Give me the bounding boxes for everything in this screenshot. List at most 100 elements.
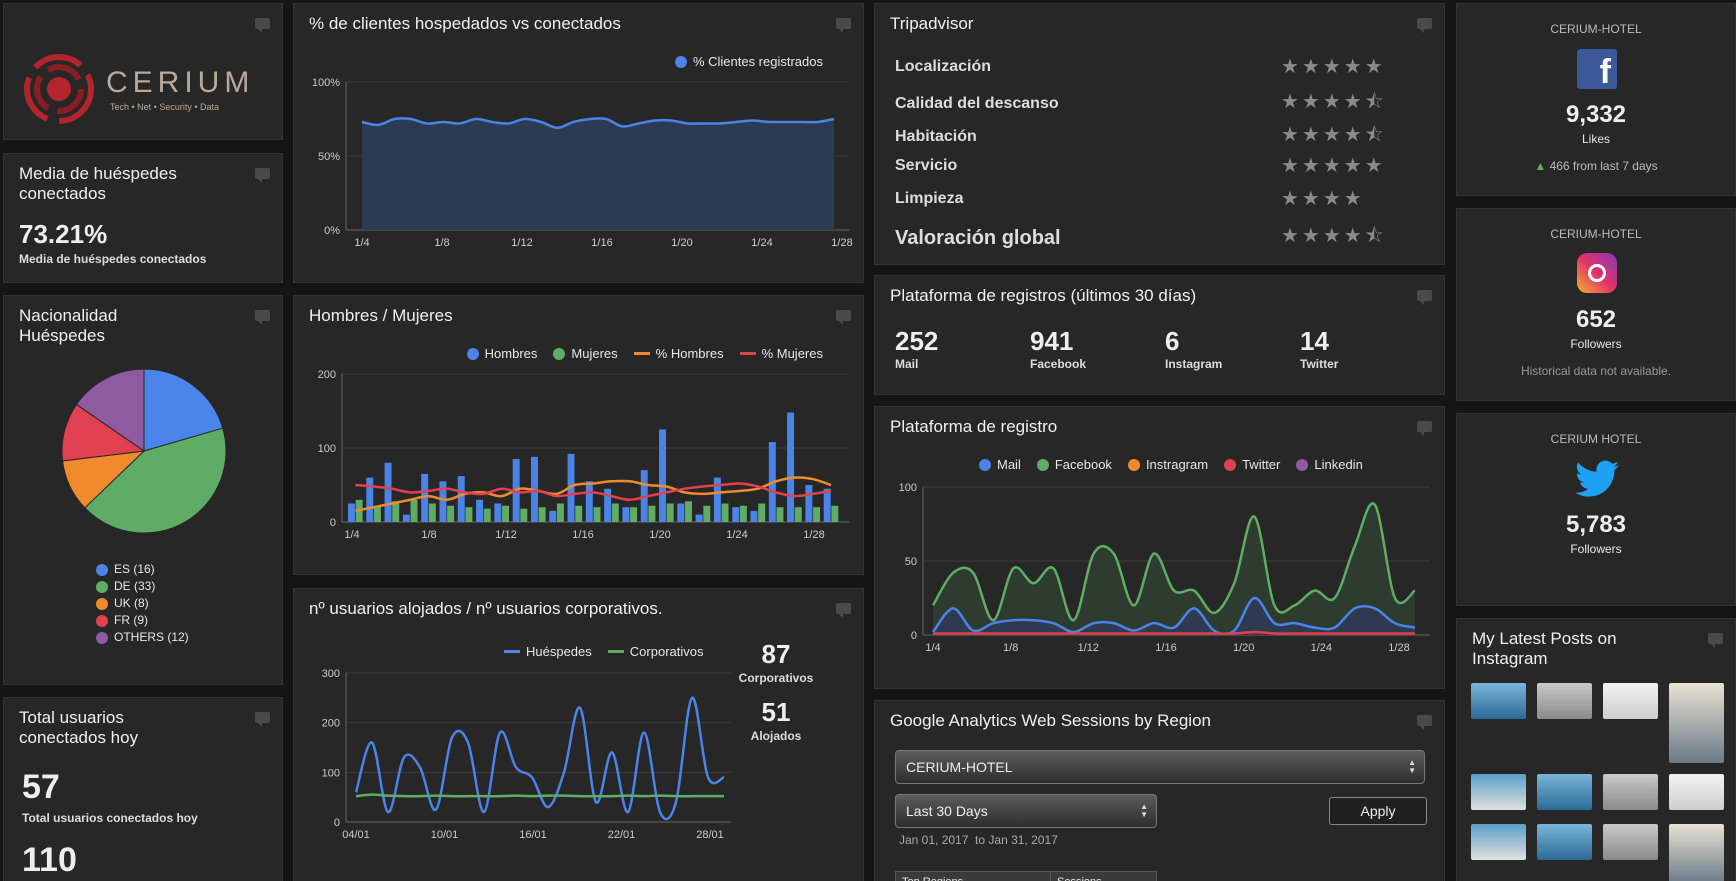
x-tick-label: 1/16 [572,529,593,541]
comment-icon[interactable] [255,168,270,183]
bar-hombres [622,507,630,522]
instagram-post-thumbnail[interactable] [1471,824,1526,860]
range-select[interactable]: Last 30 Days ▲ ▼ [895,794,1157,828]
aloj-value: 51 [761,697,791,727]
bar-mujeres [648,505,656,522]
comment-icon[interactable] [1417,290,1432,305]
y-tick-label: 300 [322,668,340,680]
legend-dot-icon [674,55,687,68]
instagram-post-thumbnail[interactable] [1603,774,1658,810]
rating-stars-icon: ★★★★★ [1281,155,1386,177]
rating-label: Limpieza [895,189,964,207]
instagram-post-thumbnail[interactable] [1537,774,1592,810]
account-select[interactable]: CERIUM-HOTEL ▲ ▼ [895,750,1425,784]
bar-hombres [677,503,685,522]
series-line-pct-mujeres [355,482,832,502]
comment-icon[interactable] [836,310,851,325]
chart3-title: nº usuarios alojados / nº usuarios corpo… [309,599,663,618]
bar-hombres [659,429,666,522]
nationality-legend: ES (16) DE (33) UK (8) FR (9) OTHERS (12) [96,561,189,646]
chart1-legend: % Clientes registrados [674,54,823,69]
comment-icon[interactable] [255,18,270,33]
platform-value: 252 [895,326,939,356]
instagram-post-thumbnail[interactable] [1669,683,1724,763]
y-tick-label: 0% [324,225,340,237]
legend-line-icon [739,352,756,355]
instagram-post-thumbnail[interactable] [1669,824,1724,881]
instagram-post-thumbnail[interactable] [1603,683,1658,719]
rating-stars-icon: ★★★★ [1281,188,1365,210]
bar-mujeres [556,503,564,522]
x-tick-label: 1/8 [434,237,449,249]
comment-icon[interactable] [255,310,270,325]
bar-hombres [585,481,593,522]
instagram-lens-icon [1588,264,1606,282]
instagram-posts-panel: My Latest Posts on Instagram [1456,618,1736,881]
instagram-post-thumbnail[interactable] [1537,824,1592,860]
comment-icon[interactable] [1417,421,1432,436]
rating-row: Limpieza ★★★★ [895,186,1391,211]
bar-hombres [787,412,795,522]
x-tick-label: 1/24 [726,529,747,541]
bar-mujeres [410,499,418,522]
bar-hombres [402,514,410,522]
legend-dot-icon [1036,458,1049,471]
series-area-clientes [362,118,834,230]
chart2-title: Hombres / Mujeres [309,306,453,325]
comment-icon[interactable] [255,712,270,727]
comment-icon[interactable] [836,603,851,618]
x-tick-label: 1/28 [1388,642,1409,654]
bar-hombres [732,507,740,522]
total-value-2: 110 [22,841,77,879]
x-tick-label: 10/01 [431,829,459,841]
instagram-post-thumbnail[interactable] [1669,774,1724,810]
twitter-panel: CERIUM HOTEL 5,783 Followers [1456,413,1736,606]
legend-dot-icon [96,563,108,576]
comment-icon[interactable] [1417,715,1432,730]
legend-label: FR (9) [114,613,148,627]
pie-slice [84,427,227,534]
facebook-label: Likes [1581,132,1610,146]
bar-mujeres [575,505,583,522]
x-tick-label: 1/12 [495,529,516,541]
instagram-post-thumbnail[interactable] [1603,824,1658,860]
legend-label: Instragram [1145,457,1209,472]
instagram-post-thumbnail[interactable] [1471,683,1526,719]
bar-hombres [823,488,831,522]
y-tick-label: 200 [318,369,336,381]
platform-stat: 252 Mail [895,326,938,371]
media-title: Media de huéspedes conectados [19,164,177,203]
x-tick-label: 1/16 [1155,642,1176,654]
rating-label: Servicio [895,156,958,174]
legend-line-icon [633,352,650,355]
x-tick-label: 1/4 [354,237,369,249]
analytics-title: Google Analytics Web Sessions by Region [890,711,1211,730]
total-caption: Total usuarios conectados hoy [22,811,198,825]
comment-icon[interactable] [1417,18,1432,33]
x-tick-label: 1/12 [1078,642,1099,654]
bar-mujeres [739,505,747,522]
legend-label: Twitter [1242,457,1281,472]
apply-button[interactable]: Apply [1329,797,1427,825]
platform-label: Facebook [1030,357,1087,371]
x-tick-label: 1/8 [1003,642,1018,654]
comment-icon[interactable] [836,18,851,33]
y-tick-label: 100% [312,77,340,89]
account-select-value: CERIUM-HOTEL [906,759,1013,775]
x-tick-label: 1/4 [925,642,940,654]
comment-icon[interactable] [1708,633,1723,648]
legend-label: % Clientes registrados [692,54,823,69]
x-tick-label: 1/16 [591,237,612,249]
analytics-panel: Google Analytics Web Sessions by Region … [874,700,1445,881]
y-tick-label: 100 [318,443,336,455]
media-panel: Media de huéspedes conectados 73.21% Med… [3,153,283,283]
legend-label: Mujeres [571,346,618,361]
x-tick-label: 04/01 [342,829,370,841]
instagram-post-thumbnail[interactable] [1471,774,1526,810]
rating-label: Habitación [895,128,977,145]
x-tick-label: 1/24 [1311,642,1332,654]
instagram-post-thumbnail[interactable] [1537,683,1592,719]
y-tick-label: 50% [318,151,340,163]
x-tick-label: 1/20 [671,237,692,249]
bar-mujeres [831,505,839,522]
